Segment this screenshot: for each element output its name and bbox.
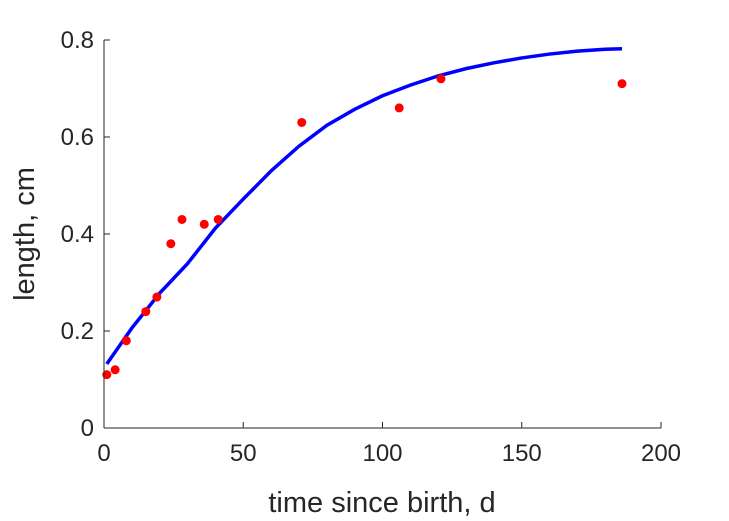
fit-curve [105,46,623,365]
data-point [213,214,223,224]
data-point [436,74,446,84]
y-tick-label: 0 [81,415,94,442]
data-point [110,365,120,375]
data-points-layer [102,74,627,380]
x-tick-label: 50 [230,440,257,467]
x-tick-label: 0 [97,440,110,467]
x-ticks: 0 50 100 150 200 [97,422,681,467]
y-tick-label: 0.2 [61,318,94,345]
data-point [617,79,627,89]
y-tick-label: 0.4 [61,221,94,248]
data-point [152,292,162,302]
data-point [102,370,112,380]
axes [103,40,661,429]
y-axis-label: length, cm [9,167,41,301]
data-point [177,214,187,224]
x-tick-label: 100 [362,440,402,467]
data-point [297,117,307,127]
data-point [141,307,151,317]
data-point [199,219,209,229]
data-point [166,239,176,249]
x-tick-label: 150 [502,440,542,467]
fit-curve-layer [105,46,623,365]
x-tick-label: 200 [641,440,681,467]
y-tick-label: 0.8 [61,27,94,54]
data-point [121,336,131,346]
y-ticks: 0 0.2 0.4 0.6 0.8 [61,27,110,442]
x-axis-label: time since birth, d [268,487,495,519]
y-tick-label: 0.6 [61,124,94,151]
data-point [394,103,404,113]
